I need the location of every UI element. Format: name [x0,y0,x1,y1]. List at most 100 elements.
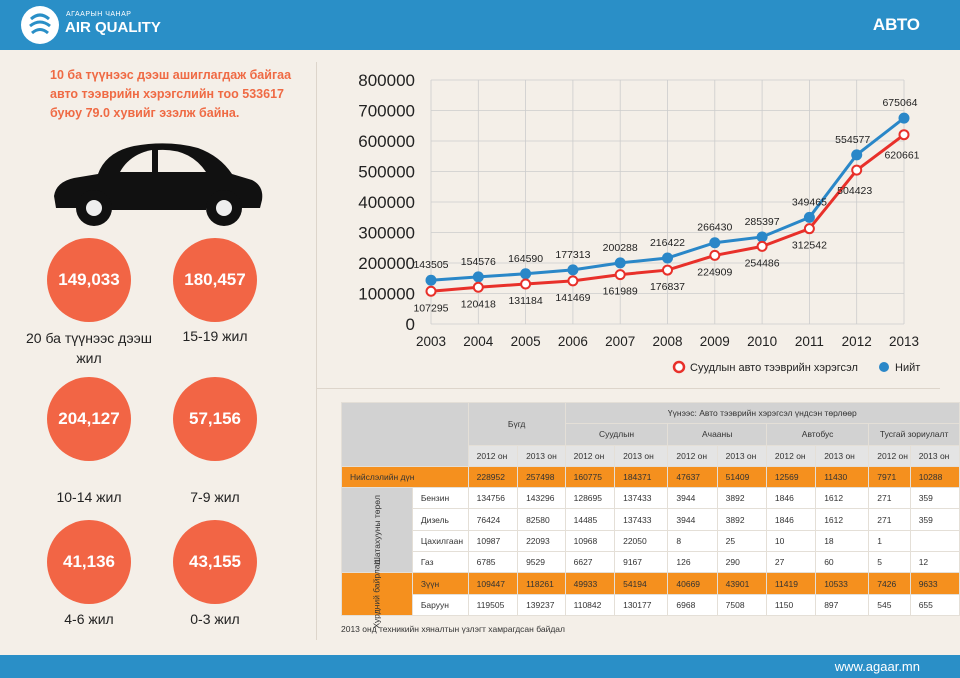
row-group-label: Хурдний байрлал [341,560,413,629]
table-cell: 11430 [815,465,870,489]
table-cell: 3944 [667,508,718,531]
footer-bar: www.agaar.mn [0,655,960,678]
table-cell: 655 [909,593,960,616]
data-point-passenger [567,275,579,287]
table-cell: 3892 [716,508,767,531]
table-cell: 130177 [614,593,669,616]
table-cell: 8 [667,529,718,553]
header-bar: АГААРЫН ЧАНАР AIR QUALITY АВТО [0,0,960,50]
table-cell: 12569 [765,465,817,489]
data-label-total: 154576 [461,256,496,268]
table-cell: 359 [909,508,960,531]
row-group-label: Шатахууны төрөл [341,487,413,574]
data-label-total: 285397 [745,216,780,228]
table-cell: 22050 [614,529,669,553]
header-year: 2012 он [868,444,911,467]
table-cell: 76424 [467,508,519,531]
data-label-total: 200288 [603,242,638,254]
header-group: Үүнээс: Авто тээврийн хэрэгсэл үндсэн тө… [564,401,960,425]
data-point-passenger [898,129,910,141]
table-cell [909,529,960,553]
data-label-total: 554577 [835,134,870,146]
header-year: 2013 он [614,444,669,467]
table-cell: 119505 [467,593,519,616]
table-cell: 12 [909,551,960,574]
header-type: Ачааны [667,423,767,446]
x-tick-label: 2004 [463,334,494,349]
horizontal-divider [316,388,940,389]
table-cell: 160775 [564,465,616,489]
data-label-passenger: 161989 [603,286,638,298]
table-cell: 10288 [909,465,960,489]
table-cell: 43901 [716,572,767,595]
data-point-total [520,268,532,280]
table-cell: 1150 [765,593,817,616]
table-cell: 137433 [614,508,669,531]
table-cell: 18 [815,529,870,553]
table-cell: 49933 [564,572,616,595]
table-cell: 10968 [564,529,616,553]
y-tick-label: 0 [406,315,415,334]
data-point-total [898,112,910,124]
age-group-circle: 149,033 [47,238,131,322]
table-cell: 118261 [517,572,566,595]
age-group-label: 0-3 жил [190,611,240,627]
row-label: Бензин [411,487,469,510]
x-tick-label: 2010 [747,334,777,349]
data-point-passenger [709,249,721,261]
vertical-divider [316,62,317,640]
header-year: 2012 он [667,444,718,467]
data-label-passenger: 504423 [837,185,872,197]
table-cell: 10 [765,529,817,553]
legend-label-total: Нийт [895,362,920,374]
x-tick-label: 2007 [605,334,635,349]
age-group-label: 15-19 жил [182,328,248,344]
table-cell: 228952 [467,465,519,489]
table-cell: 126 [667,551,718,574]
table-row-total: Нийслэлийн дүн 228952 257498 160775 184371 47… [341,465,960,489]
website-link[interactable]: www.agaar.mn [834,659,920,674]
table-cell: 290 [716,551,767,574]
header-type: Автобус [765,423,870,446]
data-point-passenger [803,223,815,235]
data-point-total [756,231,768,243]
vintage-car-icon [54,143,263,226]
data-label-passenger: 131184 [508,295,542,307]
data-label-total: 164590 [508,253,543,265]
y-tick-label: 300000 [358,224,415,243]
row-label: Баруун [411,593,469,616]
table-row: Шатахууны төрөл Бензин 134756 143296 128695 1… [341,487,960,574]
table-cell: 1 [868,529,911,553]
data-label-total: 216422 [650,237,685,249]
table-cell: 10533 [815,572,870,595]
table-cell: 6968 [667,593,718,616]
table-cell: 1846 [765,487,817,510]
header-year: 2013 он [815,444,870,467]
data-point-total [709,237,721,249]
x-tick-label: 2012 [842,334,872,349]
table-row: Хурдний байрлал Зүүн 109447 118261 49933 5419… [341,560,960,629]
legend-marker-passenger [672,360,686,374]
data-label-passenger: 141469 [555,292,590,304]
table-cell: 9529 [517,551,566,574]
row-label: Зүүн [411,572,469,595]
header-year: 2013 он [716,444,767,467]
table-cell: 3944 [667,487,718,510]
x-tick-label: 2005 [511,334,541,349]
table-cell: 54194 [614,572,669,595]
data-point-passenger [520,278,532,290]
header-year: 2012 он [564,444,616,467]
table-cell: 82580 [517,508,566,531]
table-cell: 40669 [667,572,718,595]
data-label-passenger: 224909 [697,266,732,278]
table-cell: 47637 [667,465,718,489]
table-cell: 109447 [467,572,519,595]
data-point-passenger [756,240,768,252]
row-label: Дизель [411,508,469,531]
table-cell: 27 [765,551,817,574]
y-tick-label: 100000 [358,285,415,304]
data-point-total [472,271,484,283]
logo-title: AIR QUALITY [65,19,161,36]
table-cell: 143296 [517,487,566,510]
data-point-total [851,149,863,161]
